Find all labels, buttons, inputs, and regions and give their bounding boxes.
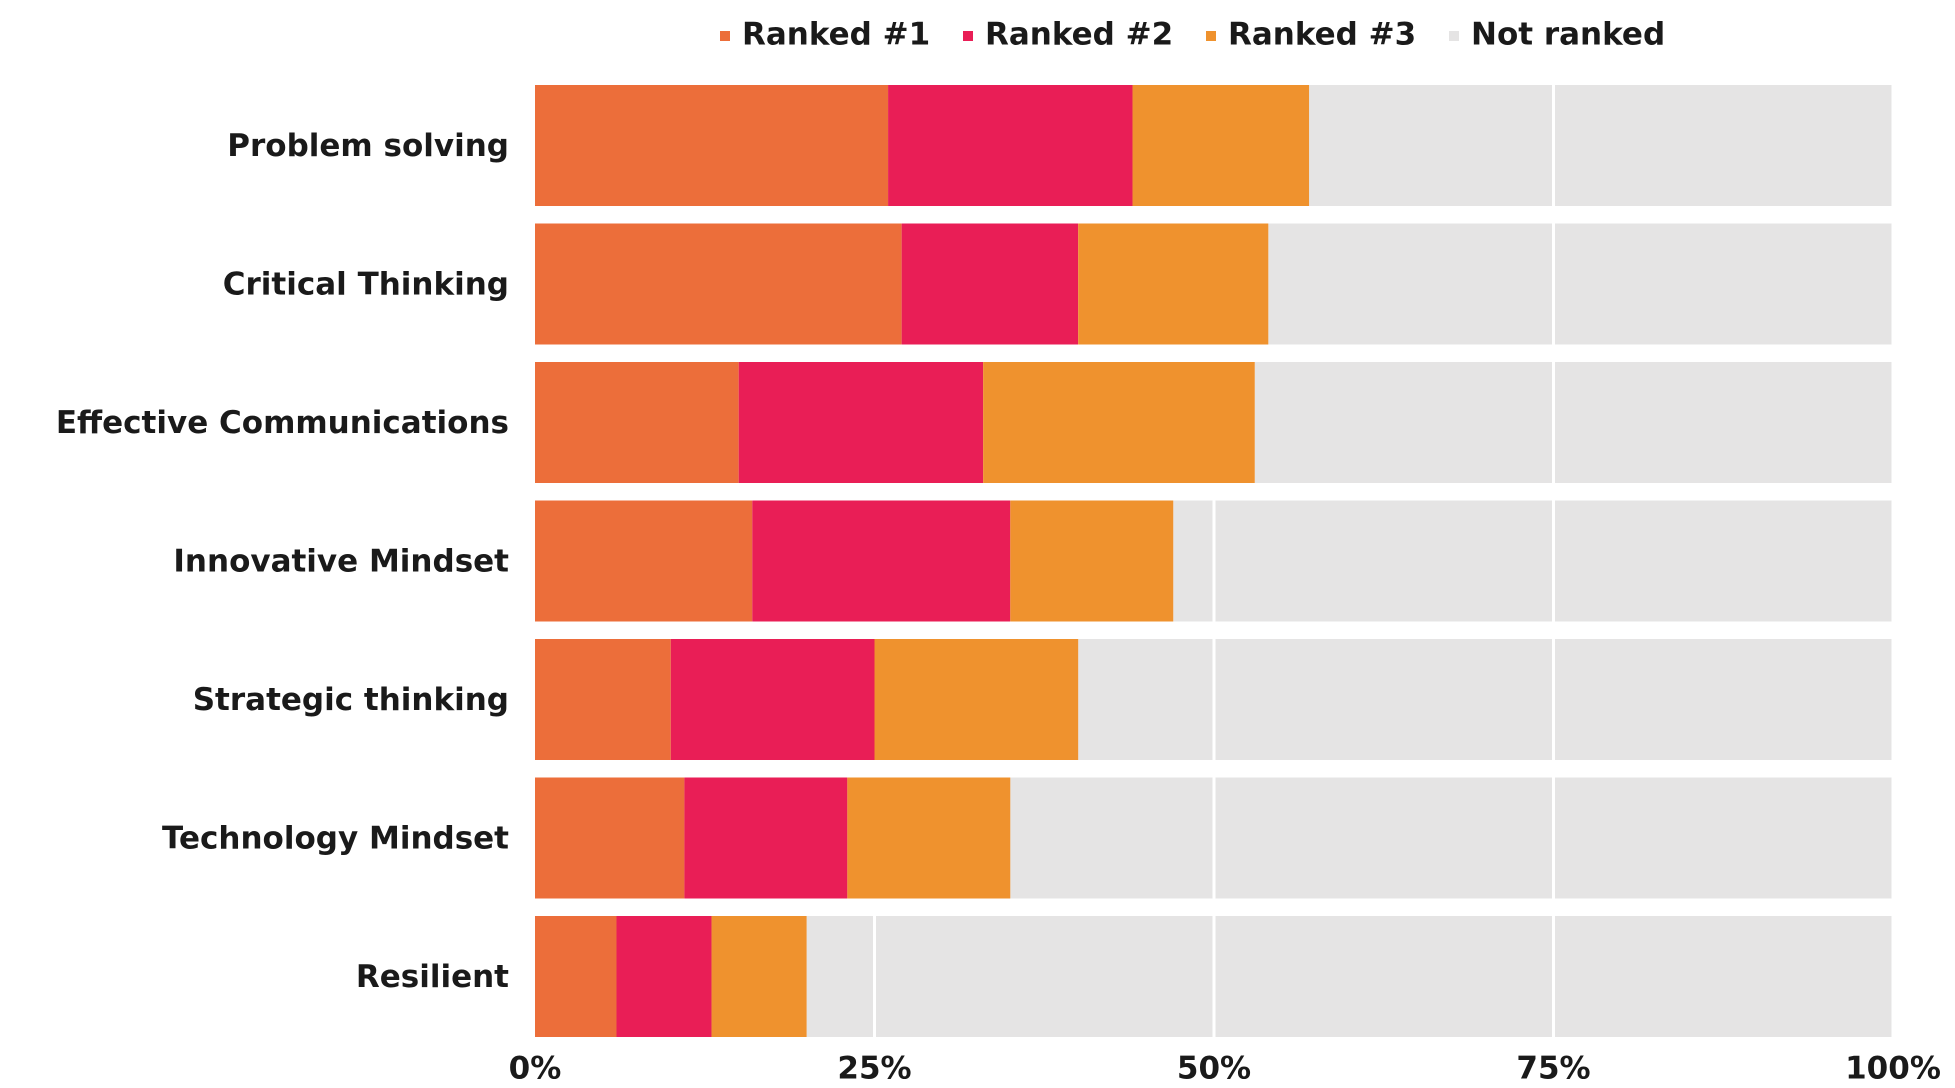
bar-segment bbox=[847, 777, 1011, 899]
bar-segment bbox=[888, 85, 1133, 206]
y-tick-label: Problem solving bbox=[227, 128, 509, 164]
bar-segment bbox=[684, 777, 848, 899]
bar-segment bbox=[1309, 85, 1893, 206]
bar-segment bbox=[616, 916, 712, 1037]
bar-segment bbox=[901, 223, 1079, 345]
legend-label: Not ranked bbox=[1471, 17, 1665, 53]
legend-swatch bbox=[1206, 31, 1216, 41]
bar-segment bbox=[711, 916, 807, 1037]
bar-segment bbox=[806, 916, 1893, 1037]
legend-label: Ranked #3 bbox=[1228, 17, 1416, 53]
y-tick-label: Technology Mindset bbox=[162, 821, 509, 857]
bar-segment bbox=[983, 362, 1255, 483]
bar-segment bbox=[738, 362, 984, 483]
bar-segment bbox=[535, 500, 753, 622]
bar-segment bbox=[535, 85, 889, 206]
y-tick-label: Strategic thinking bbox=[193, 682, 509, 718]
x-tick-label: 100% bbox=[1845, 1051, 1941, 1087]
bar-segment bbox=[535, 777, 685, 899]
y-tick-label: Resilient bbox=[356, 959, 509, 995]
bar-segment bbox=[1173, 500, 1893, 622]
bar-segment bbox=[1010, 777, 1893, 899]
bar-segment bbox=[1254, 362, 1893, 483]
legend-label: Ranked #1 bbox=[742, 17, 930, 53]
bar-segment bbox=[535, 639, 671, 760]
x-tick-label: 50% bbox=[1177, 1051, 1251, 1087]
bar-segment bbox=[1078, 223, 1269, 345]
legend-swatch bbox=[963, 31, 973, 41]
bar-segment bbox=[1132, 85, 1310, 206]
bar-segment bbox=[1010, 500, 1174, 622]
legend-swatch bbox=[1449, 31, 1459, 41]
y-tick-label: Effective Communications bbox=[56, 405, 509, 441]
y-tick-label: Innovative Mindset bbox=[173, 544, 509, 580]
x-tick-label: 75% bbox=[1516, 1051, 1590, 1087]
bar-segment bbox=[535, 916, 617, 1037]
bar-segment bbox=[874, 639, 1079, 760]
bar-segment bbox=[670, 639, 875, 760]
legend-label: Ranked #2 bbox=[985, 17, 1173, 53]
bar-segment bbox=[535, 362, 739, 483]
bar-segment bbox=[1078, 639, 1893, 760]
legend-swatch bbox=[720, 31, 730, 41]
x-tick-label: 25% bbox=[837, 1051, 911, 1087]
bar-segment bbox=[1268, 223, 1893, 345]
bar-segment bbox=[535, 223, 902, 345]
bar-segment bbox=[752, 500, 1011, 622]
x-tick-label: 0% bbox=[509, 1051, 562, 1087]
y-tick-label: Critical Thinking bbox=[223, 267, 509, 303]
